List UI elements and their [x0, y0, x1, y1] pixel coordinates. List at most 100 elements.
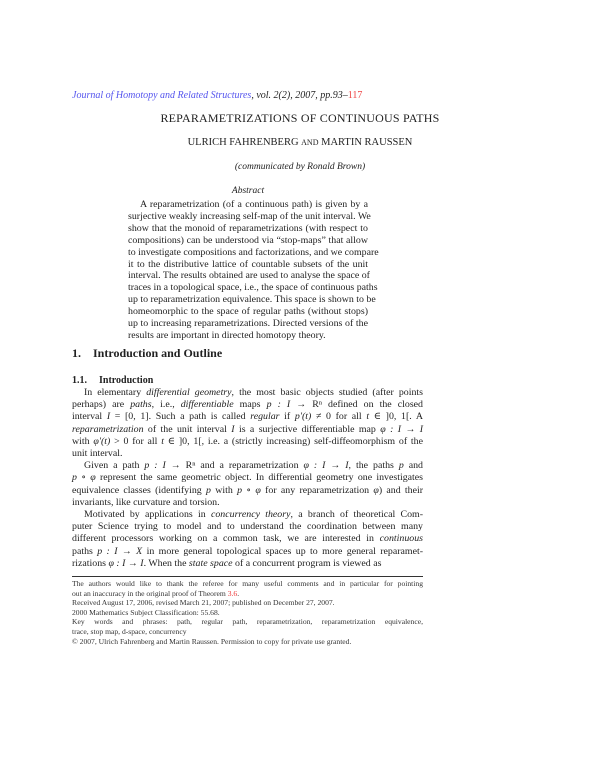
authors: ULRICH FAHRENBERG AND MARTIN RAUSSEN: [0, 137, 600, 148]
author-2: MARTIN RAUSSEN: [321, 137, 413, 148]
text-run: for any reparametrization: [260, 484, 374, 496]
footnote-line: Received August 17, 2006, revised March …: [72, 598, 423, 608]
emphasis-text: p′(t): [294, 411, 312, 423]
text-line: equivalence classes (identifying p with …: [72, 485, 423, 497]
text-line: interval I = [0, 1]. Such a path is call…: [72, 411, 423, 423]
text-run: maps: [233, 399, 267, 411]
text-run: defined on the closed: [321, 399, 423, 411]
text-run: results are important in directed homoto…: [128, 329, 326, 341]
text-run: Given a path: [84, 460, 145, 472]
footnote-line: The authors would like to thank the refe…: [72, 579, 423, 589]
text-line: surjective weakly increasing self-map of…: [128, 211, 371, 223]
text-line: interval. The results obtained are used …: [128, 270, 370, 282]
communicated-by: (communicated by Ronald Brown): [234, 162, 366, 172]
text-run: ∈ ]0, 1[. A: [369, 411, 423, 423]
text-line: rizations φ : I → I. When the state spac…: [72, 558, 423, 570]
emphasis-text: p : I →: [266, 399, 313, 411]
text-run: perhaps) are: [72, 399, 131, 411]
emphasis-text: φ : I → I: [380, 423, 423, 435]
emphasis-text: differentiable: [180, 399, 234, 411]
text-line: with φ′(t) > 0 for all t ∈ ]0, 1[, i.e. …: [72, 436, 423, 448]
text-run: , the paths: [348, 460, 399, 472]
paper-title: REPARAMETRIZATIONS OF CONTINUOUS PATHS: [160, 111, 440, 125]
text-line: homeomorphic to the space of regular pat…: [128, 306, 368, 318]
text-line: up to increasing reparametrizations. Dir…: [128, 318, 368, 330]
abstract: A reparametrization (of a continuous pat…: [128, 199, 379, 342]
text-run: = [0, 1]. Such a path is called: [110, 411, 251, 423]
emphasis-text: differential geometry: [146, 387, 232, 398]
text-run: Received August 17, 2006, revised March …: [72, 598, 335, 608]
emphasis-text: concurrency theory: [210, 509, 291, 521]
text-run: homeomorphic to the space of regular pat…: [128, 306, 368, 318]
text-line: results are important in directed homoto…: [128, 330, 368, 342]
subsection-number: 1.1.: [72, 375, 87, 386]
text-run: to investigate compositions and factoriz…: [128, 246, 379, 258]
text-run: Motivated by applications in: [84, 509, 211, 521]
text-run: and a reparametrization: [195, 460, 304, 472]
journal-details: , vol. 2(2), 2007, pp.93–: [251, 90, 348, 101]
text-line: invariants, like curvature and torsion.: [72, 497, 423, 509]
emphasis-text: φ : I → I: [108, 557, 144, 569]
author-conjunction: AND: [301, 138, 319, 147]
text-run: in more general topological spaces up to…: [142, 545, 423, 557]
text-run: traces in a topological space, i.e., the…: [128, 282, 378, 294]
text-run: ) and their: [378, 484, 424, 496]
text-line: p ∘ φ represent the same geometric objec…: [72, 472, 423, 484]
journal-header: Journal of Homotopy and Related Structur…: [72, 90, 362, 101]
text-run: puter Science trying to model and to und…: [72, 521, 423, 533]
footnotes: The authors would like to thank the refe…: [72, 579, 423, 646]
emphasis-text: t: [366, 411, 370, 423]
text-run: represent the same geometric object. In …: [95, 472, 423, 484]
text-run: rizations: [72, 557, 109, 569]
footnote-line: Key words and phrases: path, regular pat…: [72, 617, 423, 627]
subsection-heading: 1.1. Introduction: [72, 375, 153, 386]
text-run: , i.e.,: [151, 399, 181, 411]
emphasis-text: φ: [373, 484, 379, 496]
body-text: In elementary differential geometry, the…: [72, 387, 423, 570]
emphasis-text: I: [231, 423, 235, 435]
text-run: The authors would like to thank the refe…: [72, 579, 423, 588]
text-run: 2000 Mathematics Subject Classification:…: [72, 607, 220, 617]
emphasis-text: I: [106, 411, 111, 423]
emphasis-text: p ∘ φ: [72, 472, 96, 484]
emphasis-text: p ∘ φ: [237, 484, 261, 496]
text-line: to investigate compositions and factoriz…: [128, 247, 379, 259]
footnote-line: 2000 Mathematics Subject Classification:…: [72, 608, 423, 618]
text-line: compositions) can be understood via “sto…: [128, 235, 368, 247]
journal-link[interactable]: Journal of Homotopy and Related Structur…: [72, 90, 252, 101]
author-1: ULRICH FAHRENBERG: [187, 137, 299, 148]
text-run: up to increasing reparametrizations. Dir…: [128, 318, 368, 330]
text-run: . When the: [143, 557, 189, 569]
emphasis-text: paths: [130, 399, 152, 411]
emphasis-text: t: [161, 435, 164, 447]
text-line: show that the monoid of reparametrizatio…: [128, 223, 368, 235]
emphasis-text: p : I → X: [97, 545, 143, 557]
section-title: Introduction and Outline: [93, 346, 223, 360]
text-run: of a concurrent program is viewed as: [232, 557, 382, 569]
text-line: In elementary differential geometry, the…: [72, 387, 423, 399]
text-line: puter Science trying to model and to und…: [72, 521, 423, 533]
text-run: trace, stop map, d-space, concurrency: [72, 626, 187, 636]
text-run: show that the monoid of reparametrizatio…: [128, 222, 368, 234]
theorem-reference-link[interactable]: 3.6: [227, 588, 238, 598]
text-run: ∈ ]0, 1[, i.e. a (strictly increasing) s…: [163, 435, 423, 447]
text-line: up to reparametrization equivalence. Thi…: [128, 294, 376, 306]
text-run: .: [237, 588, 240, 598]
text-run: different processors working on a common…: [72, 533, 380, 545]
text-line: unit interval.: [72, 448, 423, 460]
footnote-line: © 2007, Ulrich Fahrenberg and Martin Rau…: [72, 637, 423, 647]
text-line: Given a path p : I → Rⁿ and a reparametr…: [72, 460, 423, 472]
text-run: if: [279, 411, 295, 423]
subsection-title: Introduction: [99, 375, 154, 386]
text-run: , the most basic objects studied (after …: [231, 387, 424, 398]
text-run: © 2007, Ulrich Fahrenberg and Martin Rau…: [72, 636, 352, 646]
section-number: 1.: [72, 346, 81, 360]
footnote-line: out an inaccuracy in the original proof …: [72, 589, 423, 599]
abstract-label: Abstract: [231, 186, 265, 196]
last-page-link[interactable]: 117: [347, 90, 363, 101]
footnote-line: trace, stop map, d-space, concurrency: [72, 627, 423, 637]
text-run: Rⁿ: [312, 399, 322, 411]
emphasis-text: state space: [188, 557, 233, 569]
text-run: with: [210, 484, 238, 496]
emphasis-text: p: [206, 484, 211, 496]
